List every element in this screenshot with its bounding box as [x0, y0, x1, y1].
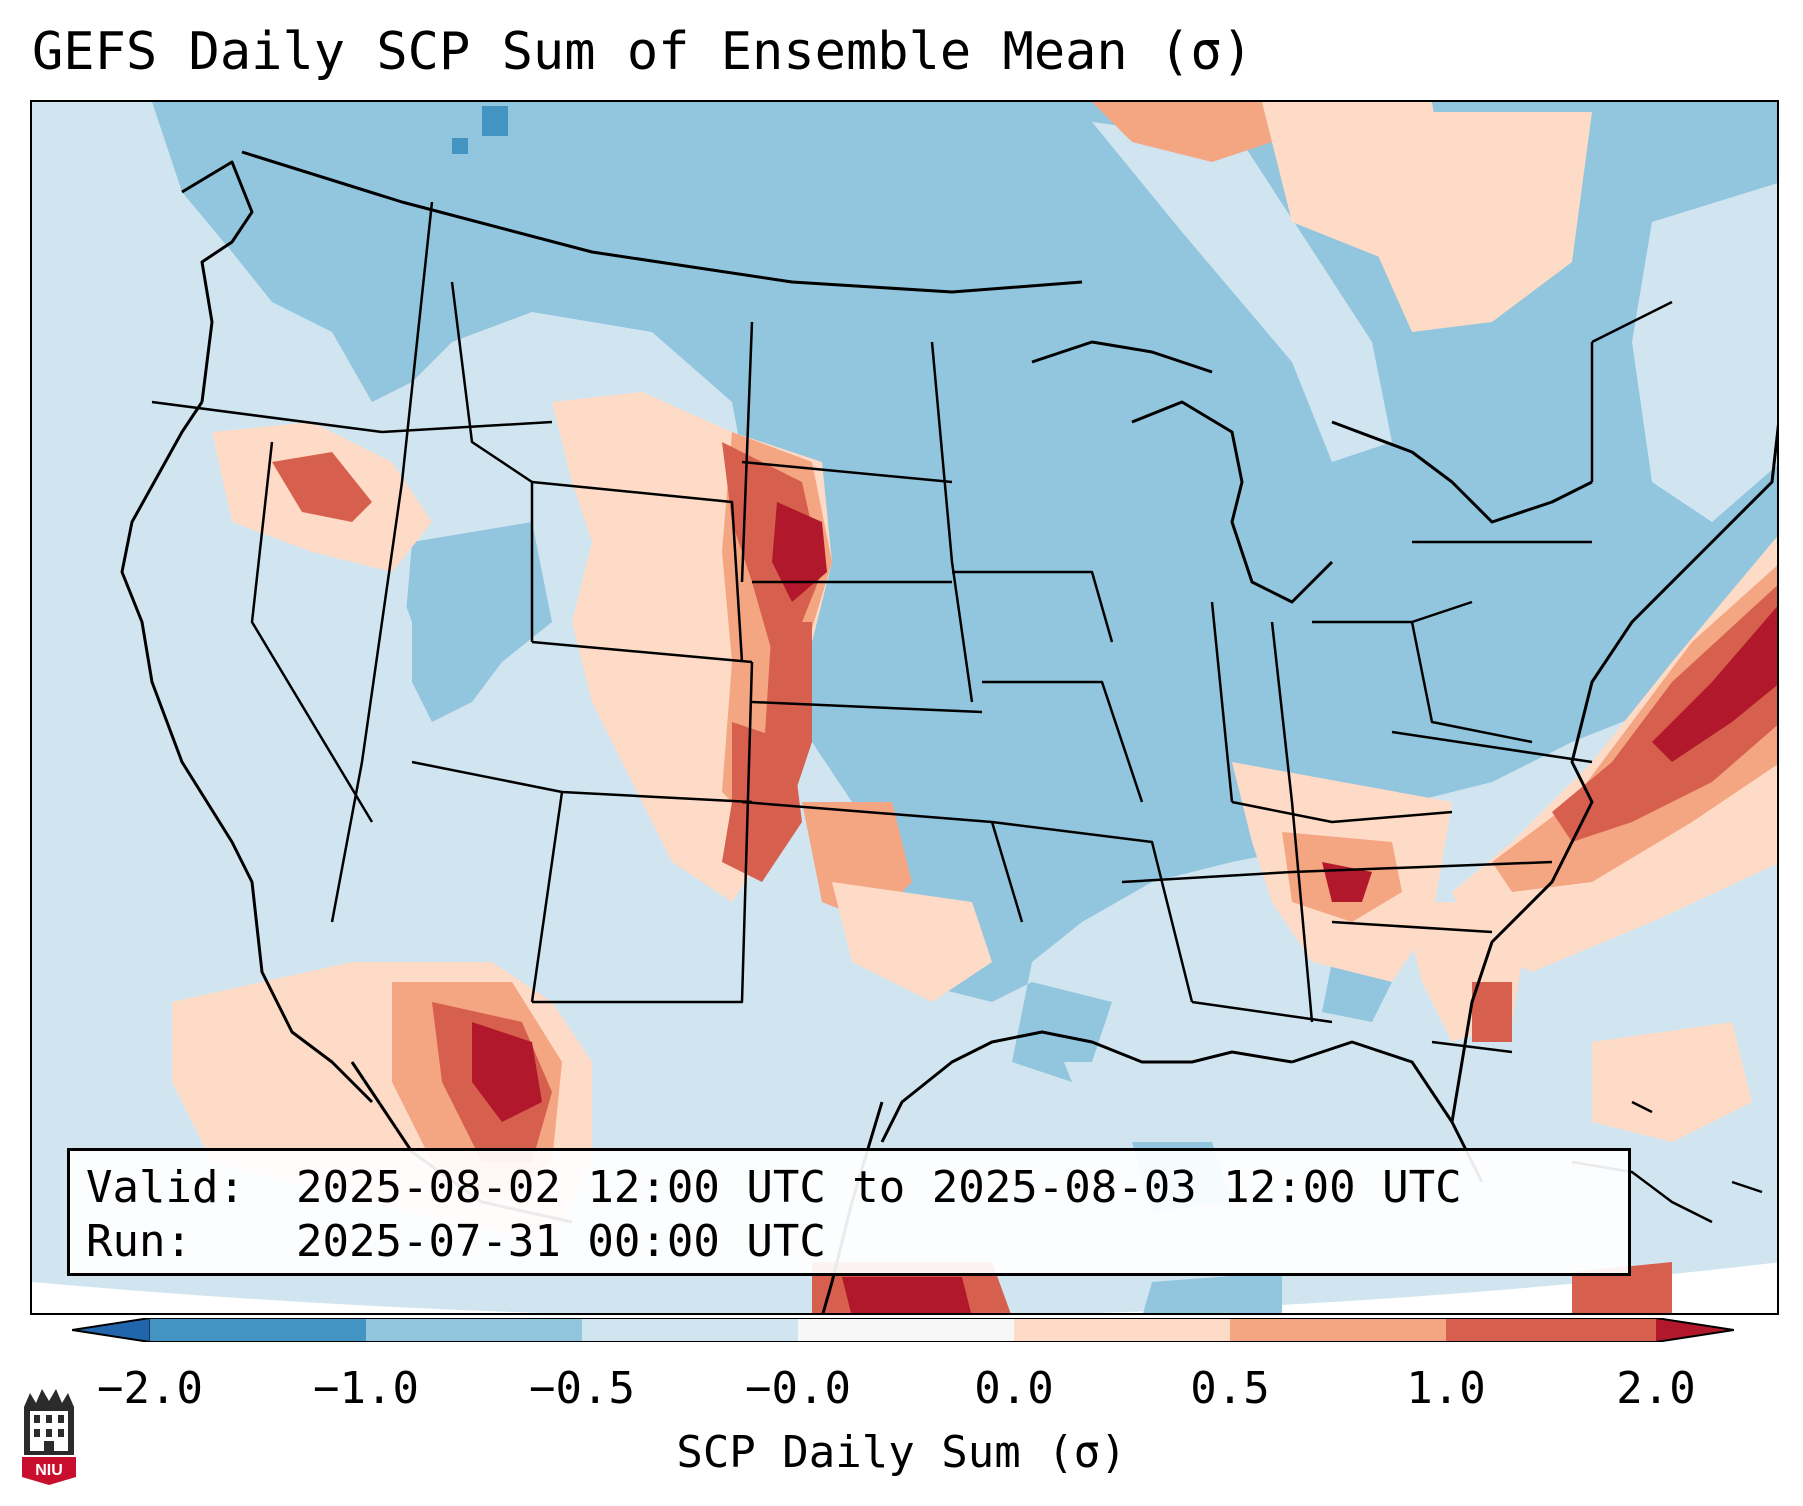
colorbar-label: SCP Daily Sum (σ): [676, 1427, 1127, 1478]
great-lakes-shore: [1131, 400, 1334, 604]
map-panel: [30, 100, 1779, 1315]
niu-logo: NIU: [22, 1389, 76, 1485]
tick-label-neg-05: −0.5: [529, 1363, 635, 1414]
colorbar: [72, 1318, 1734, 1342]
run-label: Run:: [86, 1216, 192, 1267]
tick-label-0: 0.0: [974, 1363, 1054, 1414]
light-interior-patches: [32, 102, 1777, 922]
colorbar-bin-0: [72, 1318, 151, 1342]
colorbar-bin-7: [1446, 1318, 1656, 1342]
tick-label-05: 0.5: [1190, 1363, 1270, 1414]
gulf-coast: [880, 1030, 1293, 1143]
florida-coast: [1291, 1040, 1484, 1183]
map-canvas: [32, 102, 1777, 1313]
chart-title: GEFS Daily SCP Sum of Ensemble Mean (σ): [32, 22, 1253, 82]
colorbar-bin-6: [1230, 1318, 1446, 1342]
strong-negative-patches: [452, 106, 508, 154]
validity-info-box: Valid: 2025-08-02 12:00 UTC to 2025-08-03…: [67, 1148, 1631, 1276]
tick-label-2: 2.0: [1616, 1363, 1696, 1414]
state-borders: [151, 201, 1673, 1054]
colorbar-bin-2: [366, 1318, 582, 1342]
colorbar-bin-4: [798, 1318, 1014, 1342]
valid-row: Valid: 2025-08-02 12:00 UTC to 2025-08-03…: [86, 1161, 1612, 1215]
tick-label-neg-1: −1.0: [313, 1363, 419, 1414]
colorbar-bin-3: [582, 1318, 798, 1342]
colorbar-bin-1: [150, 1318, 366, 1342]
valid-label: Valid:: [86, 1162, 245, 1213]
colorbar-bin-5: [1014, 1318, 1230, 1342]
logo-text: NIU: [35, 1462, 63, 1479]
tick-label-neg-2: −2.0: [97, 1363, 203, 1414]
valid-value: 2025-08-02 12:00 UTC to 2025-08-03 12:00…: [296, 1162, 1462, 1213]
west-coastline: [120, 401, 374, 1104]
run-row: Run: 2025-07-31 00:00 UTC: [86, 1215, 1612, 1269]
atlantic-coast: [1450, 424, 1777, 1123]
pacific-northwest-coast: [181, 160, 254, 403]
lake-superior-shore: [1031, 340, 1213, 374]
run-value: 2025-07-31 00:00 UTC: [296, 1216, 826, 1267]
lake-erie-ontario-shore: [1331, 420, 1593, 524]
tick-label-1: 1.0: [1406, 1363, 1486, 1414]
colorbar-bin-8: [1656, 1318, 1734, 1342]
us-canada-border: [241, 150, 1083, 294]
tick-label-neg-0: −0.0: [745, 1363, 851, 1414]
coastlines-and-borders: [120, 150, 1777, 1313]
